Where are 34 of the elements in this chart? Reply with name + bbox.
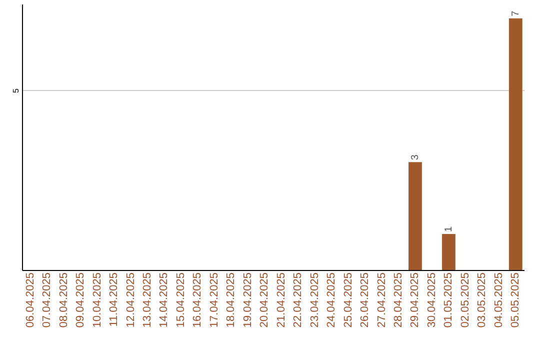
x-tick-label: 04.05.2025 [492,272,505,328]
data-label: 3 [410,154,422,160]
x-tick-label: 22.04.2025 [292,272,304,328]
data-label: 1 [444,226,455,232]
x-tick-label: 10.04.2025 [91,272,104,328]
x-tick-label: 26.04.2025 [359,272,372,328]
x-tick-label: 25.04.2025 [342,272,354,328]
x-tick-label: 24.04.2025 [326,272,338,328]
x-tick-label: 03.05.2025 [476,272,488,328]
x-tick-label: 16.04.2025 [192,272,204,328]
data-label: 7 [510,10,522,16]
x-tick-label: 02.05.2025 [459,272,472,328]
x-tick-label: 12.04.2025 [124,272,137,328]
x-tick-label: 30.04.2025 [426,272,438,328]
x-tick-label: 21.04.2025 [275,272,288,328]
x-tick-label: 14.04.2025 [158,272,170,328]
x-tick-label: 05.05.2025 [510,272,522,328]
x-tick-label: 28.04.2025 [392,272,404,328]
x-tick-label: 07.04.2025 [41,272,54,328]
x-tick-label: 09.04.2025 [74,272,87,328]
y-tick-label: 5 [12,88,20,93]
x-tick-label: 23.04.2025 [308,272,321,328]
x-tick-label: 06.04.2025 [24,272,36,328]
x-tick-label: 08.04.2025 [58,272,70,328]
x-tick-label: 29.04.2025 [409,272,422,328]
x-tick-label: 17.04.2025 [208,272,220,328]
x-tick-label: 19.04.2025 [242,272,254,328]
x-tick-label: 15.04.2025 [174,272,187,328]
x-tick-label: 01.05.2025 [442,272,455,328]
x-tick-label: 13.04.2025 [142,272,154,328]
x-tick-label: 18.04.2025 [225,272,238,328]
x-tick-label: 11.04.2025 [108,272,120,327]
x-tick-label: 20.04.2025 [258,272,271,328]
x-tick-label: 27.04.2025 [376,272,388,328]
